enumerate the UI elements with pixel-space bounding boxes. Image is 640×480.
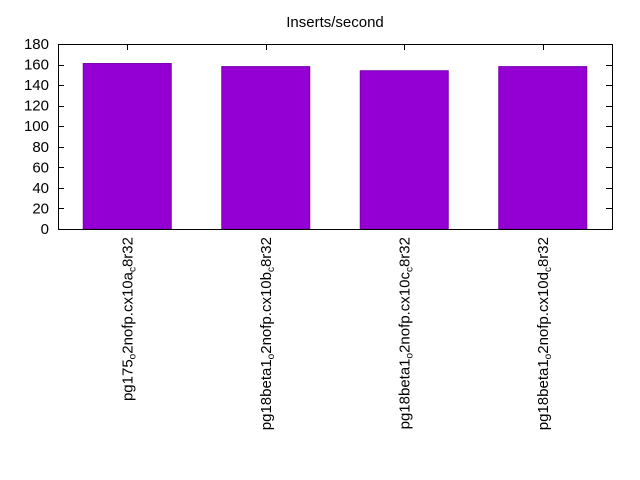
x-category-label: pg18beta1o2nofp.cx10cc8r32 <box>396 237 415 429</box>
y-tick-label: 40 <box>32 180 49 197</box>
x-axis-category-labels: pg175o2nofp.cx10ac8r32 pg18beta1o2nofp.cx… <box>119 237 554 430</box>
x-category-label: pg175o2nofp.cx10ac8r32 <box>119 237 138 401</box>
y-tick-label: 180 <box>24 36 49 53</box>
x-category-label: pg18beta1o2nofp.cx10bc8r32 <box>258 237 277 430</box>
bar <box>498 66 588 230</box>
y-tick-label: 60 <box>32 159 49 176</box>
plot-frame <box>58 44 613 230</box>
bar <box>221 66 311 230</box>
chart-title: Inserts/second <box>286 14 384 31</box>
y-tick-label: 120 <box>24 98 49 115</box>
y-tick-label: 0 <box>41 221 49 238</box>
y-axis-ticks: 0 20 40 60 80 100 120 140 160 180 <box>24 36 612 238</box>
y-tick-label: 80 <box>32 139 49 156</box>
y-tick-label: 20 <box>32 200 49 217</box>
y-tick-label: 100 <box>24 118 49 135</box>
x-axis-ticks <box>127 44 544 229</box>
x-category-label: pg18beta1o2nofp.cx10dc8r32 <box>535 237 554 430</box>
bar <box>359 70 449 230</box>
y-tick-label: 160 <box>24 57 49 74</box>
y-tick-label: 140 <box>24 77 49 94</box>
bar-series <box>82 63 588 230</box>
bar <box>82 63 172 230</box>
